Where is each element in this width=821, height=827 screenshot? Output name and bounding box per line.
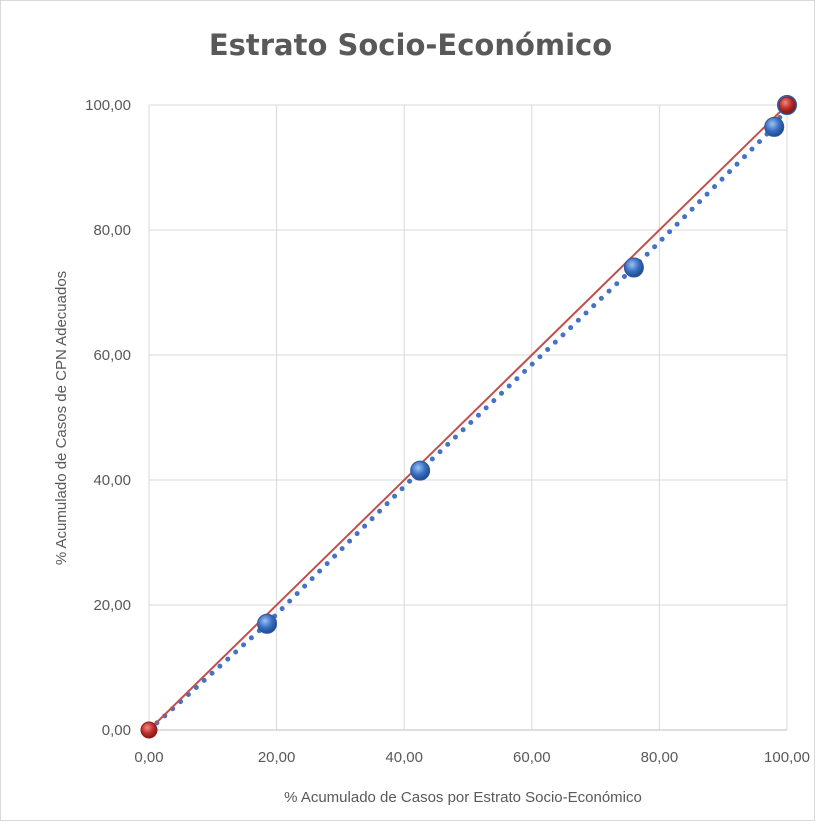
x-axis-label: % Acumulado de Casos por Estrato Socio-E… (284, 789, 642, 806)
x-tick-label: 40,00 (385, 749, 423, 766)
series (146, 102, 790, 733)
data-point-blue (623, 257, 644, 278)
x-tick-label: 100,00 (764, 749, 810, 766)
data-point-red (778, 96, 796, 114)
y-tick-label: 0,00 (102, 722, 131, 739)
y-tick-label: 100,00 (85, 97, 131, 114)
x-tick-label: 60,00 (513, 749, 551, 766)
axes: 0,00 20,00 40,00 60,00 80,00 100,00 0,00 20,00 4… (85, 97, 810, 766)
chart-title: Estrato Socio-Económico (208, 28, 613, 62)
y-tick-label: 20,00 (93, 597, 131, 614)
y-tick-label: 60,00 (93, 347, 131, 364)
data-point-blue (410, 460, 431, 481)
y-tick-label: 80,00 (93, 222, 131, 239)
x-tick-label: 80,00 (641, 749, 679, 766)
x-tick-label: 0,00 (134, 749, 163, 766)
y-axis-label: % Acumulado de Casos de CPN Adecuados (53, 271, 70, 565)
data-point-blue (764, 116, 785, 137)
x-tick-label: 20,00 (258, 749, 296, 766)
markers (140, 95, 797, 739)
series-line-solid (148, 104, 788, 731)
data-point-red (140, 721, 158, 739)
y-tick-label: 40,00 (93, 472, 131, 489)
data-point-blue (257, 613, 278, 634)
